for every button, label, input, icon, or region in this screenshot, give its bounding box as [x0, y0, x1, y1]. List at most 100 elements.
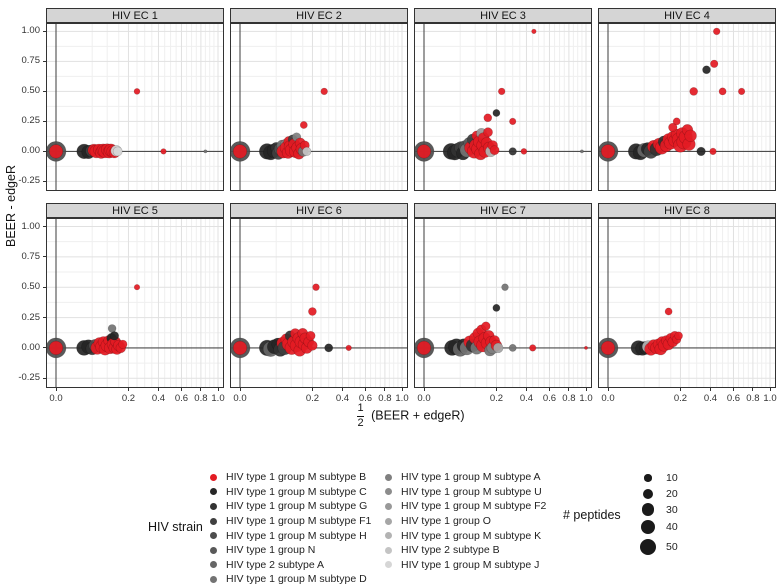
strain-swatch-icon [385, 532, 392, 540]
x-tick-label: 0.0 [601, 393, 615, 404]
size-swatch-icon [640, 519, 656, 535]
strain-legend-label: HIV type 1 group N [226, 544, 316, 557]
strain-legend-item: HIV type 1 group M subtype U [385, 485, 546, 500]
x-tick-mark [157, 388, 159, 391]
panel-background [414, 23, 592, 191]
x-tick-mark [732, 388, 734, 391]
strain-swatch-icon [385, 488, 392, 496]
data-point [710, 59, 719, 68]
strain-legend-item: HIV type 1 group M subtype A [385, 470, 546, 485]
data-point [312, 283, 320, 291]
data-point [308, 307, 317, 316]
data-point [48, 144, 64, 159]
data-point [531, 28, 537, 34]
strain-legend-item: HIV type 1 group M subtype D [210, 572, 371, 587]
x-tick-label: 1.0 [579, 393, 593, 404]
data-point [520, 148, 528, 155]
data-point [133, 284, 141, 291]
strain-swatch-icon [210, 546, 217, 554]
data-point [492, 304, 501, 312]
panel-border [414, 23, 592, 191]
data-point [696, 146, 706, 156]
y-tick-label: 0.25 [21, 311, 41, 323]
strain-legend-item: HIV type 1 group M subtype F2 [385, 499, 546, 514]
strain-swatch-icon [210, 561, 217, 569]
data-point [600, 144, 616, 159]
x-tick-mark [495, 388, 497, 391]
data-point [501, 283, 509, 291]
panel-border [230, 218, 408, 388]
size-swatch-icon [644, 474, 652, 482]
fraction-denominator: 2 [357, 416, 364, 429]
data-point [664, 307, 673, 316]
strain-swatch-icon [210, 473, 217, 481]
y-tick-mark [43, 90, 46, 92]
data-point [203, 149, 208, 154]
size-legend-title: # peptides [563, 508, 621, 522]
strain-swatch-icon [210, 532, 217, 540]
x-tick-mark [217, 388, 219, 391]
x-tick-label: 1.0 [395, 393, 409, 404]
x-tick-label: 0.4 [335, 393, 350, 404]
y-tick-mark [43, 377, 46, 379]
x-tick-label: 0.0 [49, 393, 63, 404]
y-tick-label: -0.25 [18, 175, 40, 187]
x-tick-mark [709, 388, 711, 391]
data-point [324, 343, 334, 353]
strain-legend-item: HIV type 1 group M subtype G [210, 499, 371, 514]
panel-border [598, 218, 776, 388]
size-legend-label: 20 [666, 488, 678, 500]
strain-swatch-icon [210, 517, 217, 525]
x-tick-label: 0.2 [305, 393, 320, 404]
data-point [718, 87, 727, 96]
data-point [133, 88, 141, 95]
facet-panel [598, 23, 776, 191]
facet-title: HIV EC 5 [46, 203, 224, 218]
x-tick-label: 0.6 [174, 393, 189, 404]
strain-legend-label: HIV type 1 group M subtype U [401, 485, 542, 498]
strain-legend-label: HIV type 2 subtype B [401, 544, 500, 557]
x-tick-mark [180, 388, 182, 391]
x-tick-label: 0.6 [542, 393, 557, 404]
fraction-numerator: 1 [357, 402, 364, 414]
strain-legend-label: HIV type 1 group M subtype J [401, 558, 540, 571]
y-tick-mark [43, 30, 46, 32]
strain-legend-label: HIV type 1 group M subtype K [401, 529, 542, 542]
data-point [118, 339, 128, 349]
strain-legend-column-2: HIV type 1 group M subtype A HIV type 1 g… [385, 470, 546, 572]
x-tick-mark [341, 388, 343, 391]
data-point [302, 146, 312, 156]
data-point [508, 147, 517, 156]
x-tick-label: 0.8 [378, 393, 392, 404]
size-swatch-icon [642, 488, 654, 500]
x-tick-mark [239, 388, 241, 391]
x-tick-mark [200, 388, 202, 391]
x-tick-label: 0.2 [489, 393, 504, 404]
data-point [345, 344, 352, 351]
strain-legend-label: HIV type 1 group M subtype F1 [226, 515, 372, 528]
panel-background [230, 23, 408, 191]
x-tick-label: 0.2 [121, 393, 136, 404]
size-legend-label: 50 [666, 541, 678, 553]
panel-border [46, 23, 224, 191]
panel-border [414, 218, 592, 388]
data-point [483, 127, 493, 138]
strain-legend-item: HIV type 1 group M subtype J [385, 558, 546, 573]
facet-panel [230, 23, 408, 191]
x-tick-label: 1.0 [763, 393, 777, 404]
strain-legend-title: HIV strain [148, 520, 203, 534]
data-point [508, 343, 517, 352]
strain-legend-label: HIV type 1 group M subtype F2 [401, 500, 547, 513]
y-tick-label: 0.25 [21, 115, 41, 127]
x-tick-label: 0.6 [726, 393, 741, 404]
y-tick-label: 0.00 [21, 145, 41, 157]
data-point [584, 345, 588, 350]
strain-swatch-icon [385, 502, 392, 510]
fraction-bar [357, 415, 364, 417]
panel-background [46, 23, 224, 191]
x-tick-mark [607, 388, 609, 391]
